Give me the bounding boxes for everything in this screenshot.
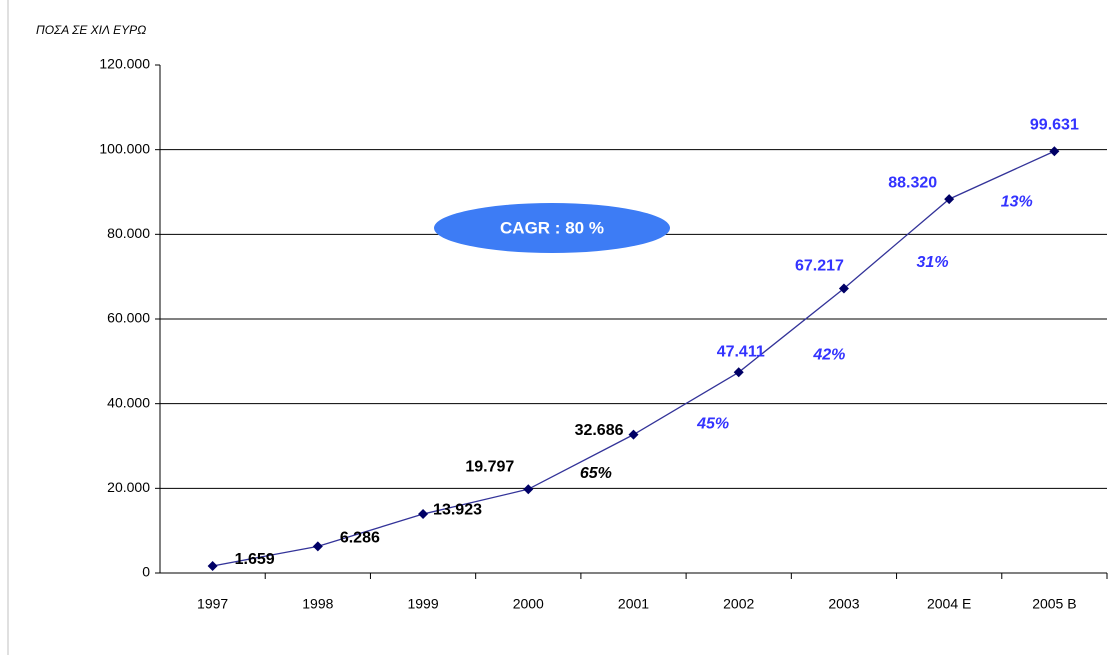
x-tick-label: 2004 E xyxy=(927,596,971,612)
growth-annotation: 42% xyxy=(812,347,845,364)
x-tick-label: 2001 xyxy=(618,596,649,612)
marker xyxy=(312,541,323,552)
growth-annotation: 65% xyxy=(580,465,612,482)
growth-annotation: 31% xyxy=(917,254,949,271)
y-tick-label: 0 xyxy=(142,564,150,580)
data-label: 99.631 xyxy=(1030,116,1079,133)
x-tick-label: 2002 xyxy=(723,596,754,612)
x-tick-label: 1999 xyxy=(407,596,438,612)
data-label: 13.923 xyxy=(433,501,482,518)
x-tick-label: 2005 B xyxy=(1032,596,1076,612)
growth-annotation: 45% xyxy=(696,416,729,433)
y-tick-label: 80.000 xyxy=(107,225,150,241)
badge xyxy=(434,203,670,253)
marker xyxy=(944,194,955,205)
marker xyxy=(523,484,534,495)
x-tick-label: 2000 xyxy=(513,596,544,612)
marker xyxy=(207,560,218,571)
x-tick-label: 1998 xyxy=(302,596,333,612)
marker xyxy=(1049,146,1060,157)
marker xyxy=(733,367,744,378)
y-tick-label: 40.000 xyxy=(107,394,150,410)
data-label: 67.217 xyxy=(795,258,844,275)
x-tick-label: 1997 xyxy=(197,596,228,612)
y-tick-label: 120.000 xyxy=(99,56,150,72)
marker xyxy=(418,509,429,520)
growth-annotation: 13% xyxy=(1001,193,1033,210)
data-label: 1.659 xyxy=(235,551,275,568)
y-tick-label: 20.000 xyxy=(107,479,150,495)
y-tick-label: 60.000 xyxy=(107,310,150,326)
data-label: 47.411 xyxy=(717,344,765,361)
data-label: 6.286 xyxy=(340,530,380,547)
marker xyxy=(628,429,639,440)
y-tick-label: 100.000 xyxy=(99,140,150,156)
x-tick-label: 2003 xyxy=(828,596,859,612)
y-axis-label: ΠΟΣΑ ΣΕ ΧΙΛ ΕΥΡΩ xyxy=(36,23,146,37)
badge-label: CAGR : 80 % xyxy=(500,218,604,237)
data-label: 32.686 xyxy=(575,422,624,439)
marker xyxy=(838,283,849,294)
data-label: 19.797 xyxy=(465,458,514,475)
data-label: 88.320 xyxy=(888,174,937,191)
